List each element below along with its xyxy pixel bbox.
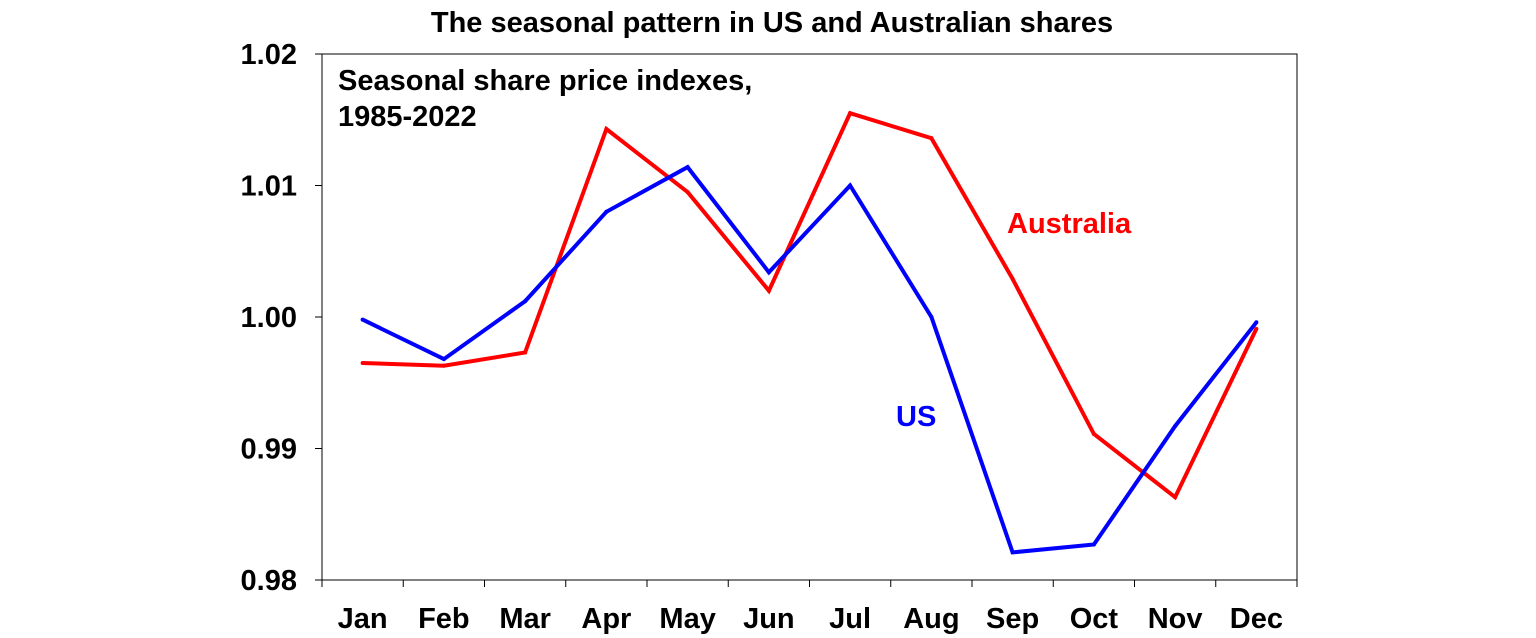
data-point-us <box>1091 542 1096 547</box>
data-point-us <box>929 315 934 319</box>
series-label-australia: Australia <box>1007 208 1132 240</box>
data-point-australia <box>1173 495 1178 500</box>
y-tick-label: 0.99 <box>241 434 297 466</box>
data-point-australia <box>848 111 853 116</box>
x-tick-label: Jul <box>829 603 871 635</box>
data-point-australia <box>1091 432 1096 437</box>
x-tick-label: Apr <box>581 603 631 635</box>
data-point-australia <box>1254 326 1259 331</box>
data-point-us <box>685 165 690 170</box>
data-point-us <box>604 209 609 214</box>
data-point-us <box>1173 424 1178 429</box>
data-point-us <box>441 357 446 362</box>
x-tick-label: Nov <box>1148 603 1203 635</box>
x-tick-label: May <box>659 603 715 635</box>
data-point-us <box>848 183 853 188</box>
chart-title: The seasonal pattern in US and Australia… <box>431 7 1113 39</box>
data-point-australia <box>929 136 934 141</box>
x-tick-label: Aug <box>903 603 959 635</box>
data-point-us <box>766 270 771 275</box>
data-point-australia <box>1010 276 1015 281</box>
x-tick-label: Jun <box>743 603 795 635</box>
series-label-us: US <box>896 401 936 433</box>
y-tick-label: 0.98 <box>241 565 297 597</box>
annotation-line-1: Seasonal share price indexes, <box>338 65 752 97</box>
data-point-us <box>1254 320 1259 325</box>
x-tick-label: Oct <box>1070 603 1119 635</box>
annotation-line-2: 1985-2022 <box>338 101 477 133</box>
series-line-australia <box>362 110 1259 501</box>
data-point-australia <box>685 190 690 195</box>
x-tick-label: Jan <box>338 603 388 635</box>
y-tick-label: 1.00 <box>241 302 297 334</box>
x-tick-label: Mar <box>499 603 551 635</box>
x-tick-label: Dec <box>1230 603 1283 635</box>
y-tick-label: 1.01 <box>241 171 297 203</box>
data-point-australia <box>441 363 446 368</box>
x-tick-label: Sep <box>986 603 1039 635</box>
data-point-australia <box>523 350 528 355</box>
data-point-australia <box>360 361 365 366</box>
x-tick-label: Feb <box>418 603 470 635</box>
y-tick-label: 1.02 <box>241 39 297 71</box>
data-point-australia <box>604 126 609 131</box>
data-point-australia <box>766 288 771 293</box>
data-point-us <box>1010 550 1015 555</box>
data-point-us <box>360 317 365 322</box>
series-line-us <box>361 164 1258 555</box>
data-point-us <box>523 299 528 304</box>
